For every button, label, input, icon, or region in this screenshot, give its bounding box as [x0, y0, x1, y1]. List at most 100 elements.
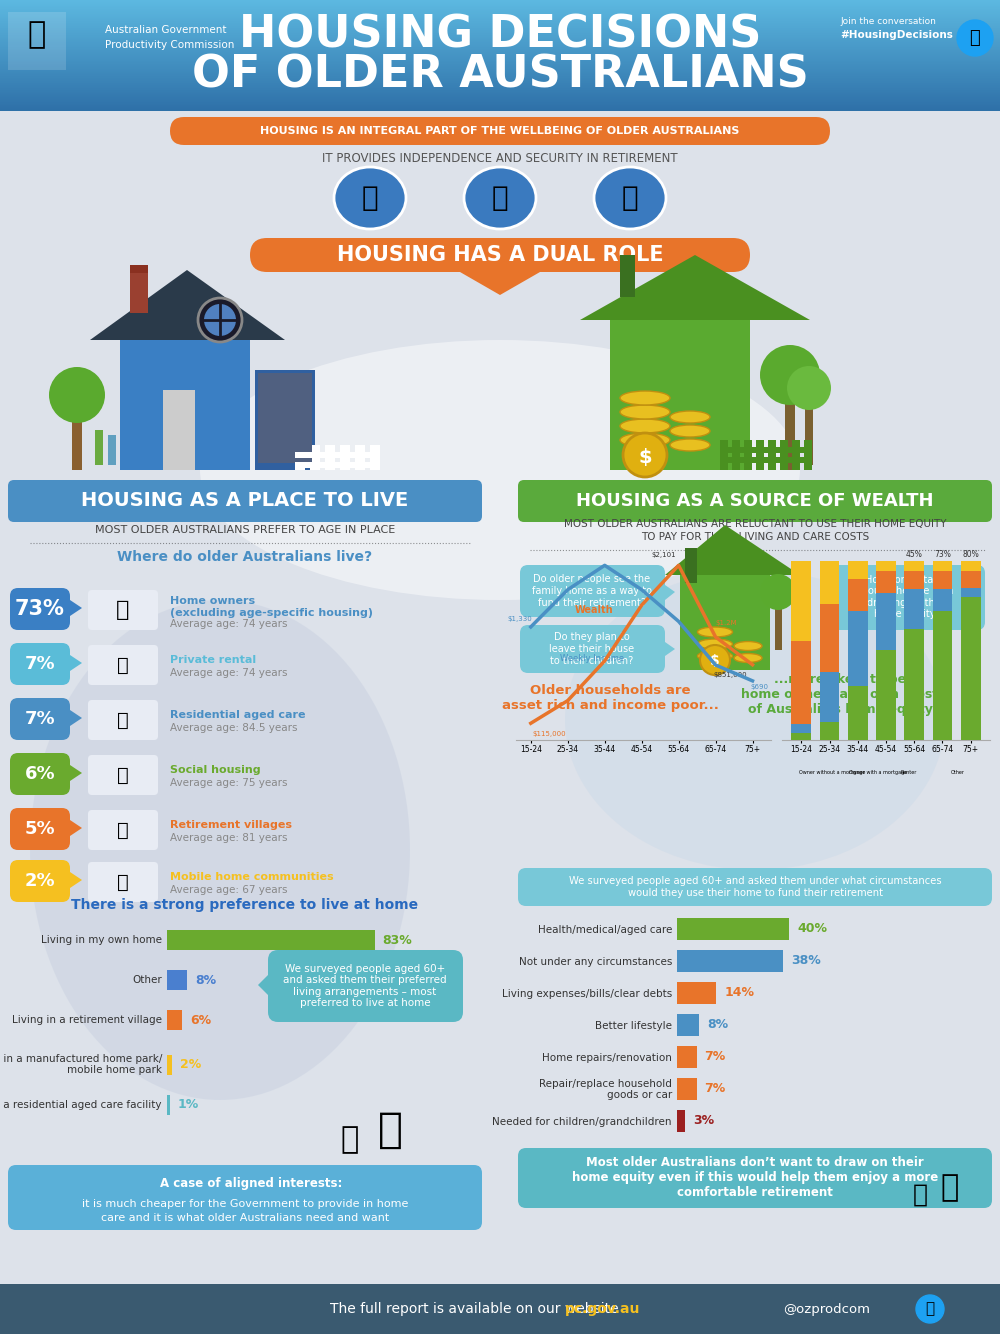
Text: Living in a residential aged care facility: Living in a residential aged care facili… [0, 1101, 162, 1110]
Text: HOUSING AS A PLACE TO LIVE: HOUSING AS A PLACE TO LIVE [81, 491, 409, 511]
FancyBboxPatch shape [518, 1149, 992, 1209]
FancyBboxPatch shape [170, 117, 830, 145]
Bar [0, 19, 1000, 20]
Bar [0, 25, 1000, 27]
Text: HOUSING IS AN INTEGRAL PART OF THE WELLBEING OF OLDER AUSTRALIANS: HOUSING IS AN INTEGRAL PART OF THE WELLB… [260, 125, 740, 136]
Bar [0, 40, 1000, 43]
Text: 7%: 7% [705, 1082, 726, 1095]
Bar [805, 400, 813, 466]
Text: 73%: 73% [934, 550, 951, 559]
Text: $115,000: $115,000 [532, 731, 566, 738]
Text: 40%: 40% [797, 923, 827, 935]
Text: Average age: 81 years: Average age: 81 years [170, 832, 288, 843]
Bar [0, 1, 1000, 3]
Bar [804, 440, 812, 470]
Bar [820, 723, 839, 740]
Text: 2%: 2% [180, 1058, 201, 1071]
Text: 8%: 8% [707, 1018, 729, 1031]
Bar [0, 80, 1000, 83]
Bar [0, 109, 1000, 111]
FancyBboxPatch shape [830, 566, 985, 630]
Bar [0, 63, 1000, 64]
Bar [0, 33, 1000, 36]
Bar [0, 37, 1000, 40]
FancyBboxPatch shape [88, 700, 158, 740]
Bar [820, 672, 839, 723]
Bar [0, 63, 1000, 65]
Bar [0, 77, 1000, 79]
Circle shape [623, 434, 667, 478]
Bar [933, 560, 952, 571]
Text: 73%: 73% [15, 599, 65, 619]
Bar [0, 8, 1000, 11]
Bar [295, 452, 380, 458]
Text: 👴: 👴 [341, 1126, 359, 1154]
Text: We surveyed people aged 60+ and asked them under what circumstances
would they u: We surveyed people aged 60+ and asked th… [569, 876, 941, 898]
Bar [0, 87, 1000, 88]
Bar [0, 76, 1000, 77]
Bar [0, 32, 1000, 33]
Text: Home owners: Home owners [170, 596, 255, 606]
Text: Living in a retirement village: Living in a retirement village [12, 1015, 162, 1025]
Bar [0, 60, 1000, 63]
Bar [0, 92, 1000, 93]
FancyBboxPatch shape [250, 237, 750, 272]
FancyBboxPatch shape [518, 480, 992, 522]
Polygon shape [90, 269, 285, 340]
Bar [0, 20, 1000, 23]
Ellipse shape [620, 434, 670, 447]
Bar [904, 560, 924, 571]
Polygon shape [70, 710, 82, 726]
Ellipse shape [698, 639, 732, 650]
Polygon shape [580, 255, 810, 320]
Bar [0, 28, 1000, 29]
Text: $: $ [638, 447, 652, 467]
Bar [961, 571, 981, 587]
FancyBboxPatch shape [10, 808, 70, 850]
Bar [848, 687, 868, 740]
FancyBboxPatch shape [88, 810, 158, 850]
Ellipse shape [565, 570, 945, 870]
Bar [167, 970, 187, 990]
Bar [720, 440, 728, 470]
Bar [677, 1014, 699, 1037]
Bar [0, 3, 1000, 4]
Text: $851,000: $851,000 [714, 672, 747, 678]
Bar [933, 611, 952, 740]
Text: 8%: 8% [195, 974, 216, 987]
Text: 🐦: 🐦 [925, 1302, 935, 1317]
Bar [792, 440, 800, 470]
Bar [0, 65, 1000, 68]
Bar [0, 15, 1000, 16]
Bar [677, 1078, 697, 1101]
Text: Private rental: Private rental [170, 655, 256, 666]
Bar [0, 97, 1000, 99]
Bar [610, 320, 750, 470]
Bar [677, 982, 716, 1005]
Text: We surveyed people aged 60+
and asked them their preferred
living arrangements –: We surveyed people aged 60+ and asked th… [283, 963, 447, 1009]
FancyBboxPatch shape [88, 755, 158, 795]
Bar [876, 571, 896, 592]
Text: The full report is available on our website: The full report is available on our webs… [330, 1302, 623, 1317]
Bar [167, 1095, 170, 1115]
Circle shape [760, 574, 796, 610]
Bar [791, 724, 811, 734]
Bar [0, 57, 1000, 59]
FancyBboxPatch shape [8, 1165, 482, 1230]
Text: Do they plan to
leave their house
to their children?: Do they plan to leave their house to the… [549, 632, 635, 666]
Bar [0, 53, 1000, 55]
Bar [0, 68, 1000, 69]
Text: 👴: 👴 [912, 1183, 928, 1207]
Bar [744, 440, 752, 470]
Text: 👩: 👩 [378, 1109, 402, 1151]
Circle shape [957, 20, 993, 56]
Bar [0, 95, 1000, 97]
Text: 🏠: 🏠 [117, 711, 129, 730]
Text: Living expenses/bills/clear debts: Living expenses/bills/clear debts [502, 988, 672, 999]
Bar [0, 31, 1000, 32]
Text: Average age: 74 years: Average age: 74 years [170, 668, 288, 678]
Bar [791, 642, 811, 724]
Bar [876, 592, 896, 651]
Ellipse shape [200, 340, 800, 600]
Bar [0, 28, 1000, 31]
